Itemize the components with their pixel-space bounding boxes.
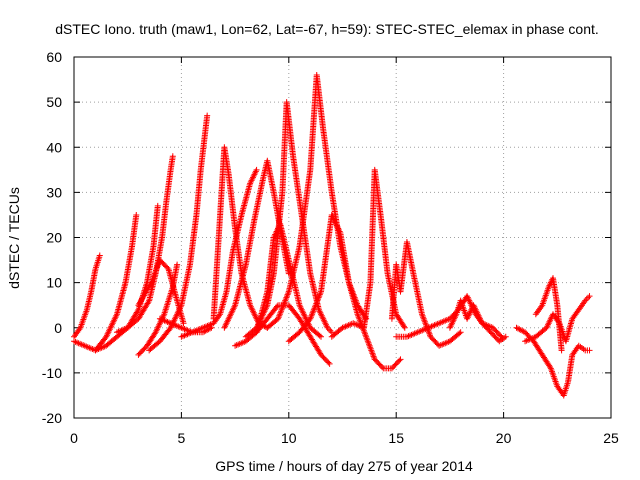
x-tick-label: 20: [496, 430, 512, 446]
series-15-markers: [285, 211, 404, 372]
series-0-markers: [71, 252, 103, 340]
series-1-markers: [71, 211, 140, 354]
x-axis-title: GPS time / hours of day 275 of year 2014: [215, 458, 473, 474]
y-axis-title: dSTEC / TECUs: [6, 187, 22, 289]
series-9: [210, 144, 271, 331]
x-tick-label: 15: [388, 430, 404, 446]
series-13: [253, 220, 325, 340]
y-tick-label: 60: [46, 49, 62, 65]
series-0: [71, 252, 103, 340]
y-tick-label: 40: [46, 139, 62, 155]
series-20: [513, 324, 593, 399]
series-20-markers: [513, 324, 593, 399]
series-22-markers: [532, 275, 565, 354]
y-tick-label: 30: [46, 184, 62, 200]
series-3-markers: [113, 153, 176, 336]
y-tick-label: 10: [46, 275, 62, 291]
series-13-markers: [253, 220, 325, 340]
series-15: [285, 211, 404, 372]
series-6: [146, 112, 211, 354]
series-9-markers: [210, 144, 271, 331]
series-22: [532, 275, 565, 354]
y-tick-label: -10: [42, 365, 62, 381]
series-17-markers: [388, 239, 464, 349]
series-19-markers: [446, 297, 509, 345]
y-tick-label: 20: [46, 230, 62, 246]
series-16: [328, 166, 408, 340]
x-tick-label: 10: [281, 430, 297, 446]
axis-ticks: 0 5 10 15 20 25 -20 -10 0 10 20 30 40 50 60: [42, 49, 619, 446]
series-8: [178, 166, 260, 340]
data-marks: [71, 72, 593, 399]
y-tick-label: 0: [54, 320, 62, 336]
series-3: [113, 153, 176, 336]
x-tick-label: 25: [603, 430, 619, 446]
x-tick-label: 5: [178, 430, 186, 446]
series-1: [71, 211, 140, 354]
y-tick-label: -20: [42, 410, 62, 426]
chart-title: dSTEC Iono. truth (maw1, Lon=62, Lat=-67…: [55, 21, 599, 37]
y-tick-label: 50: [46, 94, 62, 110]
series-8-markers: [178, 166, 260, 340]
series-18-markers: [393, 293, 505, 340]
series-16-markers: [328, 166, 408, 340]
series-18: [393, 293, 505, 340]
x-tick-label: 0: [70, 430, 78, 446]
series-17: [388, 239, 464, 349]
series-6-markers: [146, 112, 211, 354]
series-19: [446, 297, 509, 345]
